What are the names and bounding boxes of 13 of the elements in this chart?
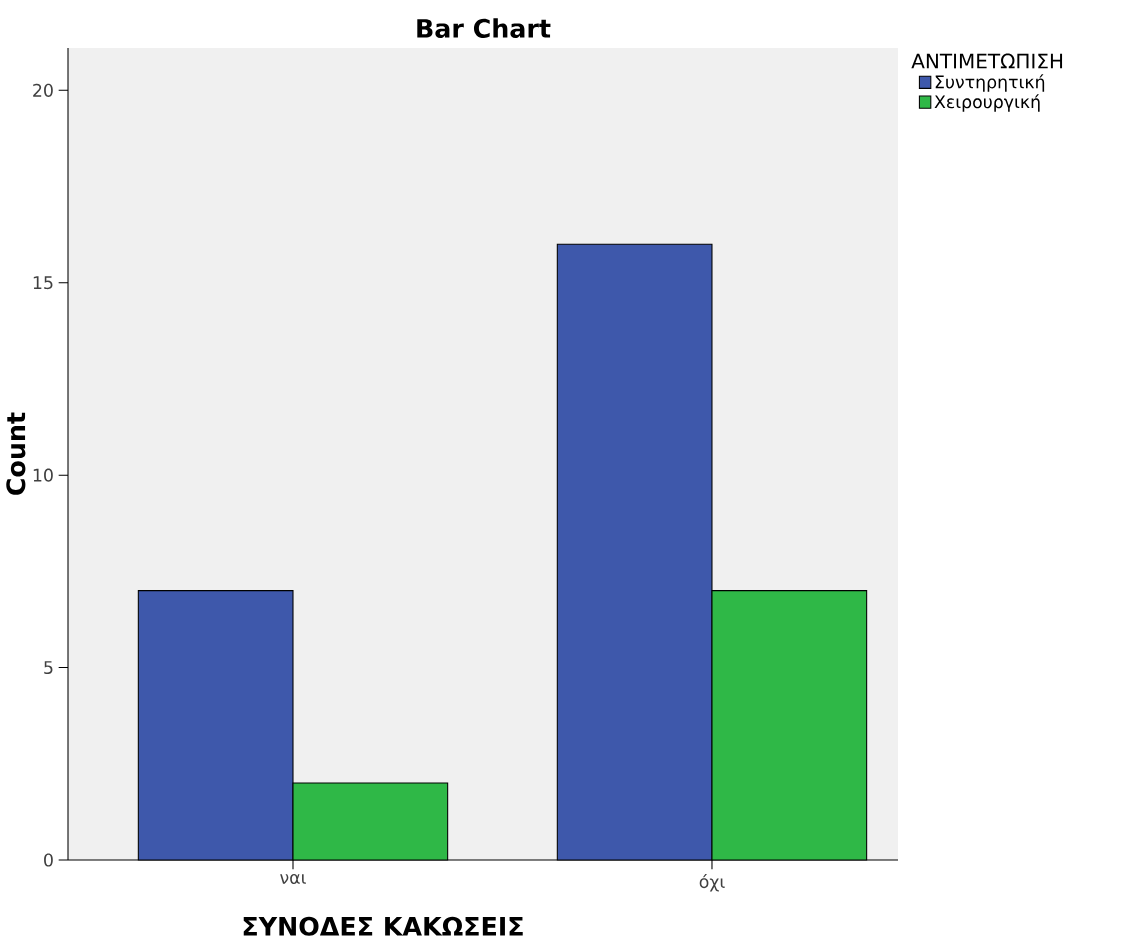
y-tick-label: 0 bbox=[44, 853, 53, 867]
legend-label: Συντηρητική bbox=[935, 74, 1045, 92]
legend-label: Χειρουργική bbox=[934, 94, 1040, 112]
x-tick-label: όχι bbox=[699, 874, 725, 892]
y-tick-label: 15 bbox=[33, 276, 53, 290]
x-axis-title: ΣΥΝΟΔΕΣ ΚΑΚΩΣΕΙΣ bbox=[243, 916, 523, 936]
y-tick-label: 10 bbox=[33, 468, 53, 482]
legend-title: ΑΝΤΙΜΕΤΩΠΙΣΗ bbox=[911, 53, 1063, 69]
y-tick-label: 20 bbox=[33, 83, 53, 97]
chart-title: Bar Chart bbox=[417, 18, 551, 38]
x-tick-label: ναι bbox=[280, 874, 306, 884]
y-axis-title: Count bbox=[6, 412, 26, 495]
y-tick-label: 5 bbox=[44, 661, 53, 675]
